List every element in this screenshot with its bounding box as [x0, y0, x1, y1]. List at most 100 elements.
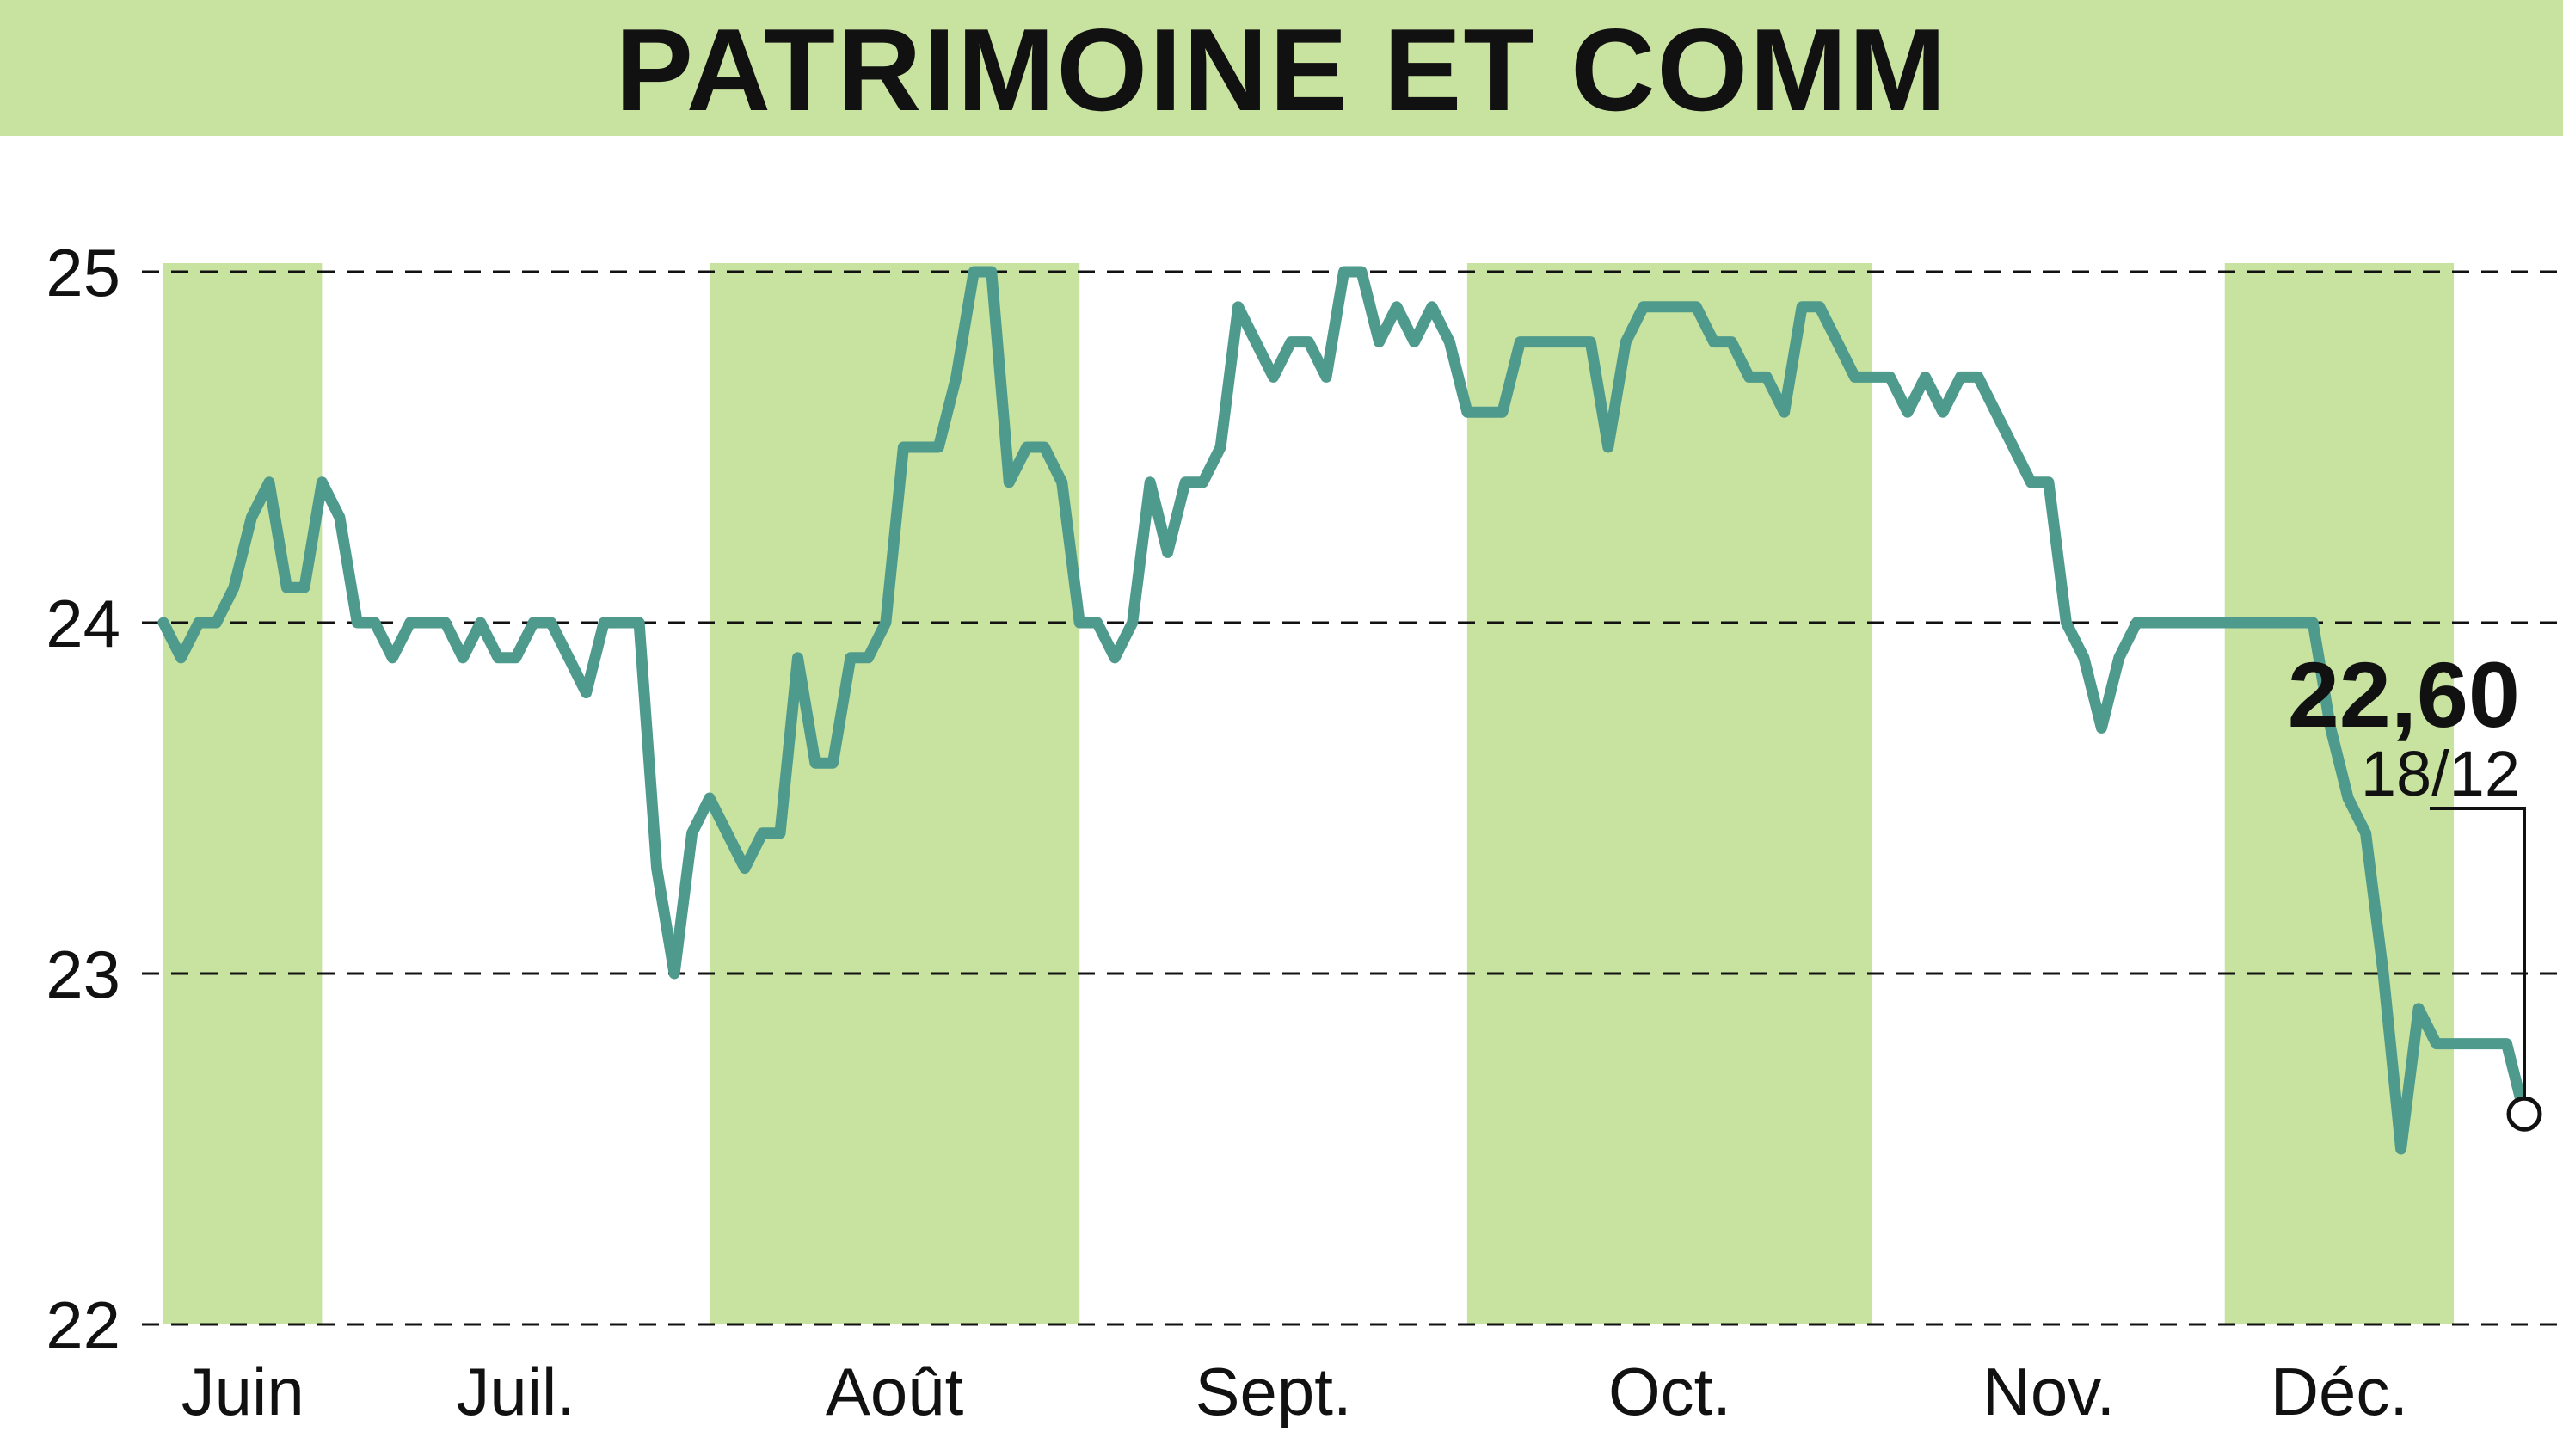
price-point-6: [264, 477, 274, 487]
price-point-10: [335, 513, 344, 522]
price-point-21: [529, 618, 538, 627]
price-point-124: [2344, 794, 2353, 802]
price-point-64: [1287, 337, 1296, 347]
price-point-17: [458, 653, 468, 662]
price-point-40: [864, 653, 873, 662]
price-point-11: [353, 618, 362, 627]
price-point-48: [1005, 477, 1014, 487]
price-point-129: [2431, 1039, 2441, 1048]
y-tick-label-24: 24: [46, 586, 120, 661]
price-point-50: [1040, 443, 1049, 452]
price-point-37: [810, 759, 820, 768]
price-point-125: [2361, 828, 2370, 838]
price-point-114: [2167, 618, 2177, 627]
price-point-12: [370, 618, 379, 627]
price-point-101: [1938, 408, 1947, 417]
price-point-85: [1656, 302, 1666, 311]
price-point-26: [617, 618, 626, 627]
month-shade-4: [1466, 263, 1873, 1324]
price-point-100: [1921, 372, 1930, 382]
price-point-115: [2185, 618, 2194, 627]
price-point-46: [969, 267, 979, 276]
price-point-47: [986, 267, 996, 276]
price-point-99: [1903, 408, 1913, 417]
price-point-27: [635, 618, 644, 627]
month-label-3: Sept.: [1195, 1354, 1351, 1429]
y-tick-label-25: 25: [46, 235, 120, 310]
price-point-36: [793, 653, 802, 662]
price-point-66: [1322, 372, 1331, 382]
price-point-117: [2220, 618, 2229, 627]
price-point-77: [1515, 337, 1525, 347]
price-point-78: [1533, 337, 1542, 347]
price-point-4: [229, 583, 238, 593]
price-point-18: [476, 618, 485, 627]
price-point-60: [1216, 443, 1226, 452]
price-point-53: [1092, 618, 1102, 627]
last-point-marker: [2506, 1096, 2542, 1132]
price-point-70: [1392, 302, 1401, 311]
price-point-24: [581, 688, 591, 697]
price-point-30: [687, 828, 697, 838]
header-band: [0, 0, 2563, 136]
price-point-86: [1674, 302, 1683, 311]
price-point-22: [546, 618, 556, 627]
price-point-127: [2396, 1145, 2406, 1153]
price-point-16: [440, 618, 450, 627]
price-point-91: [1762, 372, 1772, 382]
series-line-layer: [157, 266, 2530, 1155]
price-point-67: [1339, 267, 1349, 276]
price-point-72: [1427, 302, 1436, 311]
price-point-132: [2485, 1039, 2494, 1048]
price-point-62: [1251, 337, 1261, 347]
price-point-133: [2502, 1039, 2511, 1048]
price-point-87: [1692, 302, 1701, 311]
price-point-55: [1128, 618, 1137, 627]
price-point-65: [1304, 337, 1313, 347]
price-point-0: [159, 618, 168, 627]
price-point-84: [1638, 302, 1648, 311]
price-point-71: [1410, 337, 1419, 347]
price-point-8: [299, 583, 309, 593]
price-point-75: [1480, 408, 1490, 417]
price-point-113: [2149, 618, 2159, 627]
y-tick-label-23: 23: [46, 937, 120, 1012]
price-point-13: [388, 653, 397, 662]
price-point-122: [2308, 618, 2318, 627]
price-point-82: [1603, 443, 1613, 452]
price-point-29: [670, 969, 679, 978]
price-point-92: [1779, 408, 1789, 417]
price-point-9: [317, 477, 327, 487]
price-point-80: [1568, 337, 1577, 347]
price-point-76: [1497, 408, 1507, 417]
month-label-2: Août: [826, 1354, 964, 1429]
price-point-81: [1586, 337, 1595, 347]
price-point-59: [1198, 477, 1208, 487]
price-point-106: [2026, 477, 2036, 487]
price-point-110: [2097, 723, 2106, 733]
price-point-98: [1885, 372, 1895, 382]
price-point-44: [934, 443, 943, 452]
last-value-label: 22,60: [2288, 642, 2520, 746]
month-shade-2: [710, 263, 1080, 1324]
month-label-0: Juin: [181, 1354, 304, 1429]
price-point-39: [845, 653, 855, 662]
price-point-90: [1744, 372, 1754, 382]
price-point-54: [1110, 653, 1120, 662]
chart-title: PATRIMOINE ET COMM: [615, 4, 1948, 135]
month-label-6: Déc.: [2271, 1354, 2408, 1429]
price-point-108: [2062, 618, 2071, 627]
price-point-41: [881, 618, 890, 627]
price-point-69: [1374, 337, 1384, 347]
price-point-130: [2449, 1039, 2459, 1048]
month-label-layer: Juin Juil. Août Sept. Oct. Nov. Déc.: [181, 1354, 2408, 1429]
annotation-leader-line: [2430, 807, 2526, 1099]
price-point-131: [2467, 1039, 2476, 1048]
price-point-19: [494, 653, 503, 662]
price-point-88: [1709, 337, 1718, 347]
month-label-1: Juil.: [456, 1354, 575, 1429]
price-point-15: [423, 618, 433, 627]
month-shade-0: [163, 263, 323, 1324]
price-point-14: [405, 618, 415, 627]
month-label-4: Oct.: [1608, 1354, 1731, 1429]
